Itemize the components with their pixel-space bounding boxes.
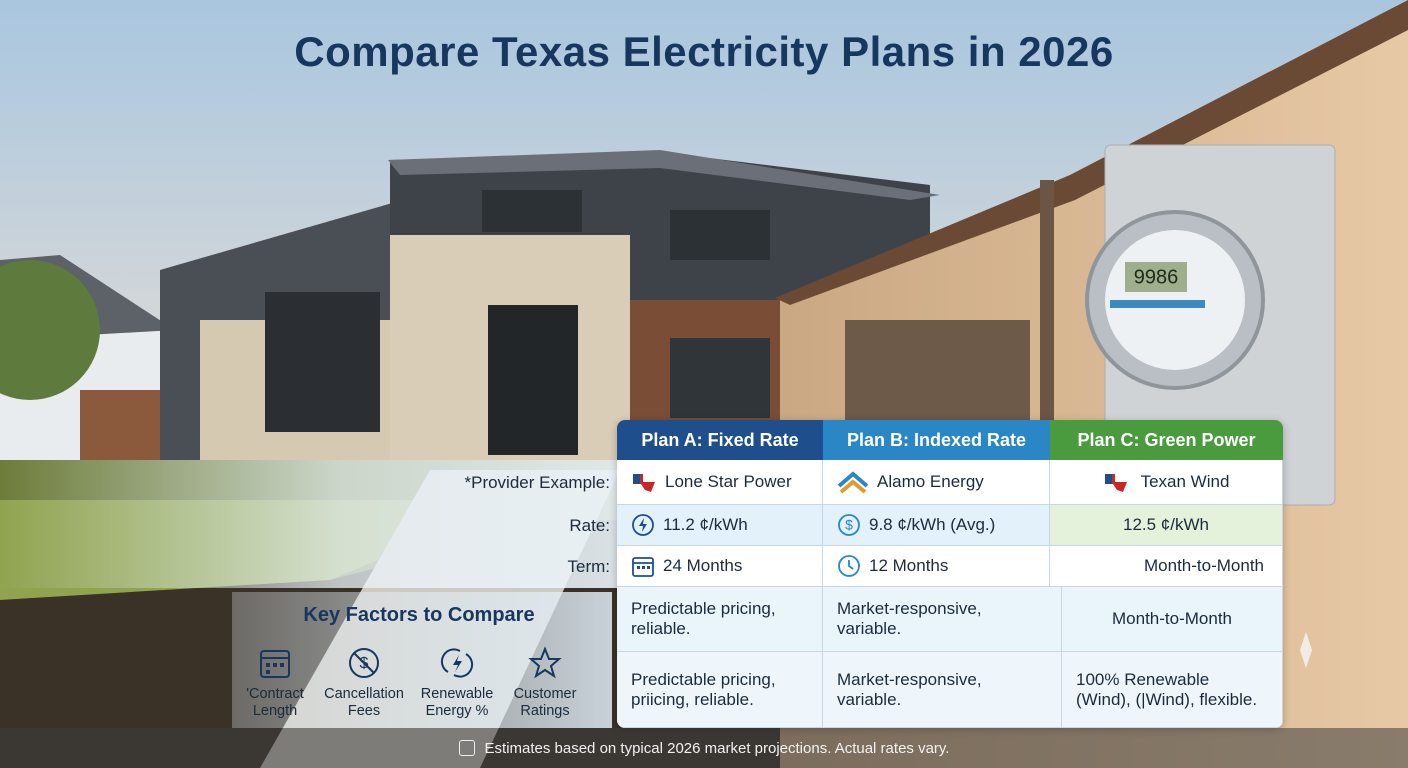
cell: 12 Months bbox=[823, 546, 1050, 587]
cell-text: Predictable pricing, priicing, reliable. bbox=[631, 669, 776, 709]
cell-text: Alamo Energy bbox=[877, 472, 984, 491]
cell-text: 11.2 ¢/kWh bbox=[663, 515, 748, 534]
calendar-icon bbox=[260, 650, 290, 678]
key-factor: 'Contract Length bbox=[230, 646, 320, 720]
cell-text: Month-to-Month bbox=[1144, 556, 1264, 575]
cell-text: Texan Wind bbox=[1140, 472, 1230, 491]
footnote: Estimates based on typical 2026 market p… bbox=[484, 739, 950, 757]
key-factor-label: 'Contract Length bbox=[246, 686, 304, 719]
header: Plan C: Green Power bbox=[1050, 420, 1283, 460]
cell: Market-responsive, variable. bbox=[823, 587, 1062, 652]
checkbox-icon bbox=[458, 740, 475, 756]
cell: Alamo Energy bbox=[823, 460, 1050, 505]
renewable-icon bbox=[440, 648, 474, 678]
bolt-icon bbox=[632, 514, 654, 536]
header: Plan B: Indexed Rate bbox=[823, 420, 1050, 460]
row-label: *Provider Example: bbox=[464, 473, 610, 492]
logo-icon bbox=[837, 471, 869, 494]
key-factor-label: Cancellation Fees bbox=[324, 686, 404, 719]
flag-icon bbox=[633, 474, 655, 492]
cell: $ 9.8 ¢/kWh (Avg.) bbox=[823, 505, 1050, 546]
cell-text: 100% Renewable (Wind), (|Wind), flexible… bbox=[1076, 669, 1258, 709]
key-factors-panel: Key Factors to Compare 'Contract Length … bbox=[232, 592, 612, 728]
flag-icon bbox=[1104, 474, 1127, 492]
no-fee-icon: $ bbox=[349, 648, 379, 678]
key-factor-label: Renewable Energy % bbox=[420, 686, 494, 719]
key-factor: $ Cancellation Fees bbox=[319, 646, 409, 720]
row-label: Term: bbox=[567, 557, 611, 576]
cell-text: Month-to-Month bbox=[1112, 609, 1232, 628]
star-icon bbox=[528, 646, 562, 679]
cell: Month-to-Month bbox=[1062, 587, 1283, 652]
svg-text:$: $ bbox=[360, 655, 369, 672]
header: Plan A: Fixed Rate bbox=[617, 420, 823, 460]
cell-text: 12 Months bbox=[869, 556, 949, 575]
cell-text: 24 Months bbox=[663, 556, 743, 575]
cell: Predictable pricing, reliable. bbox=[617, 587, 823, 652]
key-factor: Renewable Energy % bbox=[412, 646, 502, 720]
clock-icon bbox=[838, 555, 860, 577]
row-label-band bbox=[0, 460, 617, 588]
title: Compare Texas Electricity Plans in 2026 bbox=[294, 28, 1114, 75]
cell: 12.5 ¢/kWh bbox=[1050, 505, 1283, 546]
cell: Texan Wind bbox=[1050, 460, 1283, 505]
cell-text: Predictable pricing, reliable. bbox=[631, 599, 776, 638]
cell-text: Lone Star Power bbox=[665, 472, 792, 491]
key-factors-title: Key Factors to Compare bbox=[303, 604, 535, 626]
svg-text:$: $ bbox=[845, 517, 853, 533]
cell: 24 Months bbox=[617, 546, 823, 587]
key-factor-label: Customer Ratings bbox=[513, 686, 577, 719]
footnote-bar: Estimates based on typical 2026 market p… bbox=[0, 728, 1408, 768]
header-text: Plan C: Green Power bbox=[1077, 430, 1256, 450]
cell: 100% Renewable (Wind), (|Wind), flexible… bbox=[1062, 652, 1283, 728]
meter-reading: 9986 bbox=[1134, 266, 1179, 288]
calendar-icon bbox=[632, 557, 654, 577]
cell-text: 12.5 ¢/kWh bbox=[1123, 515, 1209, 534]
key-factor: Customer Ratings bbox=[500, 646, 590, 720]
header-text: Plan B: Indexed Rate bbox=[846, 430, 1027, 450]
cell: Market-responsive, variable. bbox=[823, 652, 1062, 728]
cell: 11.2 ¢/kWh bbox=[617, 505, 823, 546]
cell-text: 9.8 ¢/kWh (Avg.) bbox=[869, 515, 996, 534]
comparison-table: Plan A: Fixed Rate Plan B: Indexed Rate … bbox=[617, 420, 1283, 728]
row-label: Rate: bbox=[569, 516, 610, 535]
cell-text: Market-responsive, variable. bbox=[837, 669, 982, 709]
dollar-icon: $ bbox=[838, 514, 860, 536]
cell-text: Market-responsive, variable. bbox=[837, 599, 982, 638]
header-text: Plan A: Fixed Rate bbox=[641, 430, 799, 450]
cell: Lone Star Power bbox=[617, 460, 823, 505]
cell: Month-to-Month bbox=[1050, 546, 1283, 587]
cell: Predictable pricing, priicing, reliable. bbox=[617, 652, 823, 728]
